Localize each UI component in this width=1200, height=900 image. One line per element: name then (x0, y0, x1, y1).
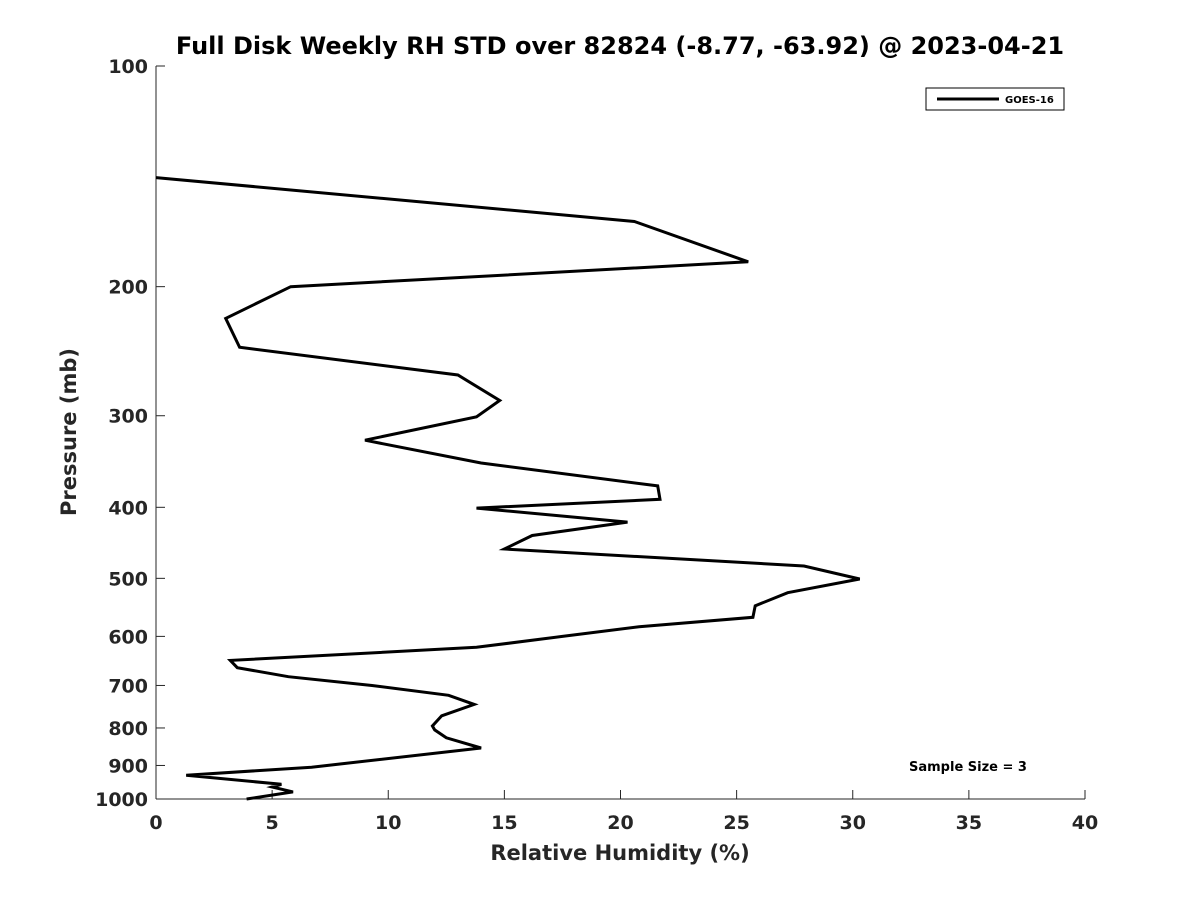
x-tick-label: 5 (266, 812, 279, 834)
y-tick-label: 500 (108, 568, 148, 590)
y-tick-label: 400 (108, 497, 148, 519)
x-tick-label: 0 (149, 812, 162, 834)
y-tick-label: 200 (108, 277, 148, 299)
y-tick-label: 100 (108, 56, 148, 78)
y-tick-label: 600 (108, 626, 148, 648)
y-tick-label: 700 (108, 675, 148, 697)
x-tick-label: 10 (375, 812, 401, 834)
series-line-goes-16 (155, 176, 861, 801)
y-tick-label: 800 (108, 718, 148, 740)
x-tick-label: 25 (723, 812, 749, 834)
y-axis-ticks: 100 200 300 400 500 600 700 800 900 1000 (95, 56, 165, 811)
chart-title: Full Disk Weekly RH STD over 82824 (-8.7… (176, 32, 1064, 60)
x-tick-label: 30 (840, 812, 866, 834)
sample-size-annotation: Sample Size = 3 (909, 760, 1027, 775)
y-tick-label: 900 (108, 755, 148, 777)
series-layer (155, 176, 861, 801)
x-tick-label: 40 (1072, 812, 1098, 834)
x-axis-label: Relative Humidity (%) (490, 841, 749, 865)
x-tick-label: 20 (607, 812, 633, 834)
y-tick-label: 1000 (95, 789, 148, 811)
legend-label-goes-16: GOES-16 (1005, 95, 1054, 106)
x-tick-label: 15 (491, 812, 517, 834)
x-axis-ticks: 0 5 10 15 20 25 30 35 40 (149, 790, 1098, 834)
x-tick-label: 35 (956, 812, 982, 834)
y-axis-label: Pressure (mb) (57, 348, 81, 516)
legend: GOES-16 (925, 87, 1065, 111)
y-tick-label: 300 (108, 406, 148, 428)
